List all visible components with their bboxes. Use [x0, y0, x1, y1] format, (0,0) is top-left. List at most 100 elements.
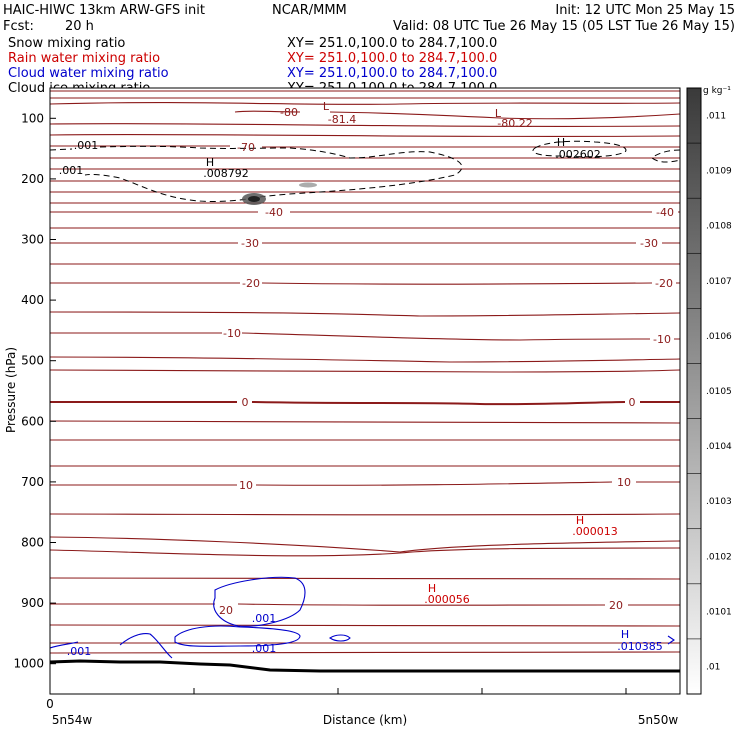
high-marker-letter: H	[576, 514, 584, 527]
y-tick-label: 500	[21, 354, 44, 368]
isotherm-label: -20	[655, 277, 673, 290]
high-marker-letter: H	[428, 582, 436, 595]
isotherm-line	[49, 651, 681, 654]
high-marker-value: .000013	[572, 525, 618, 538]
snow-contour-label: .001	[59, 164, 84, 177]
y-tick-label: 800	[21, 536, 44, 550]
isotherm-line	[49, 123, 681, 127]
isotherm-label: 20	[609, 599, 623, 612]
isotherm-label: 10	[239, 479, 253, 492]
isotherm-label: 20	[219, 604, 233, 617]
high-marker-letter: H	[621, 628, 629, 641]
field-xy-snow: XY= 251.0,100.0 to 284.7,100.0	[287, 36, 497, 51]
isotherm-line	[49, 356, 681, 363]
y-tick-label: 700	[21, 475, 44, 489]
terrain-line	[49, 659, 680, 673]
high-marker-letter: H	[557, 136, 565, 149]
init-time: Init: 12 UTC Mon 25 May 15	[555, 3, 735, 18]
x-axis: 0 5n54w Distance (km) 5n50w	[46, 688, 678, 727]
org-label: NCAR/MMM	[272, 3, 347, 18]
y-tick-label: 200	[21, 172, 44, 186]
colorbar-unit: g kg⁻¹	[703, 86, 731, 96]
colorbar-tick-label: .0108	[706, 222, 732, 232]
isotherm-line	[49, 369, 681, 373]
high-marker-value: .010385	[617, 640, 663, 653]
isotherm-line	[49, 536, 681, 553]
isotherm-label: 0	[242, 396, 249, 409]
colorbar-tick-label: .0102	[706, 552, 732, 562]
colorbar-tick-label: .01	[706, 662, 720, 672]
x-tick-label: 0	[46, 697, 54, 711]
snow-contour-label: .001	[74, 139, 99, 152]
valid-time: Valid: 08 UTC Tue 26 May 15 (05 LST Tue …	[393, 19, 735, 34]
isotherm-line-70	[50, 145, 680, 148]
cloud-water-contour-label: .001	[67, 645, 92, 658]
colorbar-ramp	[686, 87, 702, 695]
isotherm-line-80	[234, 110, 681, 120]
high-marker-letter: H	[206, 156, 214, 169]
y-tick-label: 400	[21, 293, 44, 307]
snow-contour-small	[532, 140, 627, 158]
isotherm-label: -40	[656, 206, 674, 219]
isotherm-label: -70	[237, 141, 255, 154]
y-tick-label: 600	[21, 414, 44, 428]
field-xy-cloud-water: XY= 251.0,100.0 to 284.7,100.0	[287, 66, 497, 81]
high-marker-value: .002602	[555, 148, 601, 161]
cloud-water-contour	[174, 625, 301, 647]
snow-contour	[49, 145, 463, 202]
colorbar-tick-label: .0105	[706, 387, 732, 397]
y-tick-label: 100	[21, 111, 44, 125]
isotherm-label: -10	[223, 327, 241, 340]
field-label-cloud-water: Cloud water mixing ratio	[8, 66, 169, 81]
model-title: HAIC-HIWC 13km ARW-GFS init	[3, 3, 205, 18]
isotherm-label: -30	[640, 237, 658, 250]
x-axis-label: Distance (km)	[323, 713, 407, 727]
colorbar-tick-label: .0109	[706, 167, 732, 177]
isotherm-line	[49, 577, 681, 580]
y-axis-label: Pressure (hPa)	[4, 347, 18, 433]
field-xy-rain: XY= 251.0,100.0 to 284.7,100.0	[287, 51, 497, 66]
isotherm-line	[49, 102, 681, 105]
x-right-endpoint: 5n50w	[638, 713, 679, 727]
high-marker-value: .008792	[203, 167, 249, 180]
cloud-water-contour-right	[667, 635, 675, 645]
isotherm-line-10-lower	[50, 481, 680, 486]
cloud-water-contour-label: .001	[252, 612, 277, 625]
cloud-water-contour	[213, 576, 306, 627]
snow-contours	[49, 140, 681, 202]
isotherm-line-zero	[50, 401, 680, 406]
fcst-label: Fcst:	[3, 19, 34, 34]
isotherm-label: -10	[653, 333, 671, 346]
plot-background	[50, 88, 680, 694]
x-left-endpoint: 5n54w	[52, 713, 93, 727]
low-marker-value: -80.22	[497, 117, 532, 130]
isotherm-label: 10	[617, 476, 631, 489]
cloud-water-contours	[49, 576, 675, 659]
y-tick-label: 1000	[13, 657, 44, 671]
colorbar: g kg⁻¹ .011 .0109 .0108 .0107 .0106 .0105 .010…	[686, 86, 732, 695]
isotherm-label: -30	[241, 237, 259, 250]
low-marker-value: -81.4	[328, 113, 356, 126]
y-tick-label: 300	[21, 233, 44, 247]
colorbar-tick-label: .0103	[706, 497, 732, 507]
field-label-snow: Snow mixing ratio	[8, 36, 125, 51]
mixing-ratio-shading-core	[248, 196, 260, 202]
colorbar-tick-label: .0106	[706, 332, 732, 342]
plot-frame	[49, 87, 681, 695]
isotherm-line	[49, 311, 681, 317]
low-marker-letter: L	[323, 100, 330, 113]
isotherm-line	[49, 624, 681, 627]
cloud-water-contour-small	[329, 634, 351, 642]
isotherm-label: 0	[629, 396, 636, 409]
fcst-value: 20 h	[65, 19, 94, 34]
low-marker-letter: L	[495, 107, 502, 120]
colorbar-tick-label: .011	[706, 112, 726, 122]
y-axis: 100 200 300 400 500 600 700 800 900 1000	[13, 111, 56, 671]
high-marker-value: .000056	[424, 593, 470, 606]
colorbar-tick-label: .0107	[706, 277, 732, 287]
colorbar-tick-label: .0101	[706, 607, 732, 617]
y-tick-label: 900	[21, 596, 44, 610]
mixing-ratio-shading-small	[299, 182, 317, 188]
mixing-ratio-labels: .001 .001 .001 .001 .001	[59, 139, 277, 658]
